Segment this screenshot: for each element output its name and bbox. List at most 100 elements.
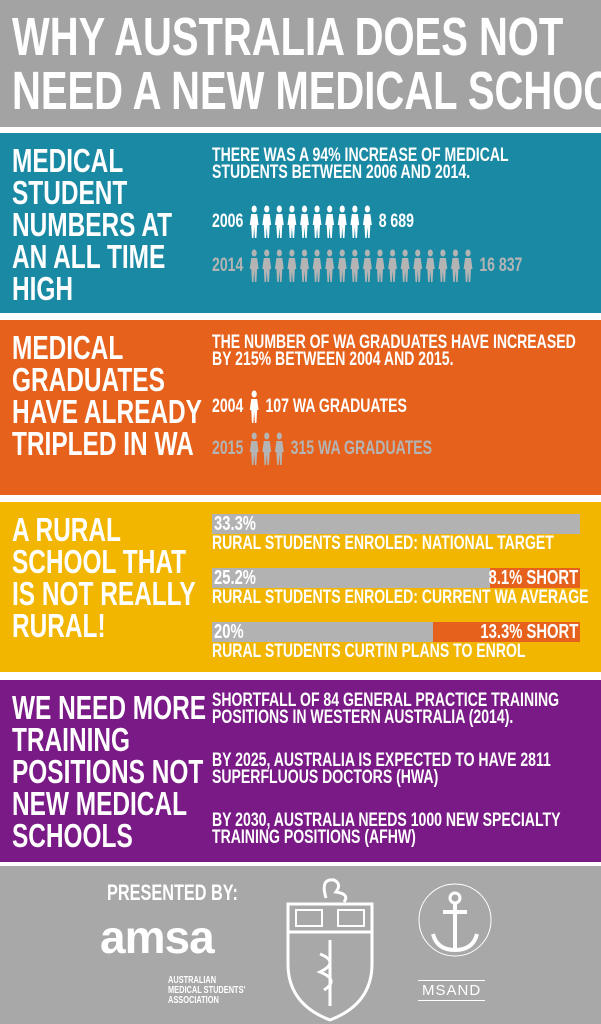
count: 315 WA GRADUATES xyxy=(290,438,433,459)
caption-line: MEDICAL STUDENTS' xyxy=(168,985,246,996)
short-label: 13.3% SHORT xyxy=(480,621,578,643)
footer: PRESENTED BY: amsa AUSTRALIAN MEDICAL ST… xyxy=(0,866,601,1024)
body xyxy=(338,214,347,238)
head xyxy=(339,249,346,257)
heading-line: POSITIONS NOT xyxy=(12,753,204,790)
head xyxy=(352,205,358,213)
body xyxy=(262,441,272,465)
person-icon xyxy=(375,249,385,282)
person-icon xyxy=(249,390,259,423)
heading-line: HIGH xyxy=(12,270,74,307)
person-icon xyxy=(325,249,335,282)
person-icon xyxy=(388,249,398,282)
person-icon xyxy=(451,249,461,282)
head xyxy=(365,249,371,257)
person-icon xyxy=(438,249,448,282)
heading-line: SCHOOL THAT xyxy=(12,543,187,580)
bar-short xyxy=(433,622,580,642)
person-icon xyxy=(249,432,259,465)
bar xyxy=(212,568,491,588)
heading-line: RURAL! xyxy=(12,607,106,644)
body xyxy=(275,258,284,282)
year: 2004 xyxy=(212,396,244,417)
person-icon xyxy=(350,249,360,282)
count: 107 WA GRADUATES xyxy=(265,396,407,417)
body xyxy=(287,214,297,238)
heading: WE NEED MORE TRAINING POSITIONS NOT NEW … xyxy=(12,689,207,854)
body xyxy=(426,258,435,282)
body xyxy=(312,258,322,282)
year: 2015 xyxy=(212,438,244,459)
value-label: 33.3% xyxy=(214,513,256,535)
logo-msand xyxy=(418,883,492,957)
head xyxy=(264,205,270,213)
body xyxy=(275,214,284,238)
person-icon xyxy=(262,432,272,465)
head xyxy=(365,205,371,213)
value-label: 25.2% xyxy=(214,567,256,589)
row: 2015 315 WA GRADUATES xyxy=(212,432,432,466)
people xyxy=(249,205,373,239)
body xyxy=(350,258,360,282)
person-icon xyxy=(413,249,423,282)
header: WHY AUSTRALIA DOES NOT NEED A NEW MEDICA… xyxy=(0,0,601,127)
bar-label: RURAL STUDENTS CURTIN PLANS TO ENROL xyxy=(212,641,526,662)
bars: 33.3% RURAL STUDENTS ENROLED: NATIONAL TA… xyxy=(212,513,589,664)
head xyxy=(251,432,257,440)
person-icon xyxy=(262,205,272,238)
logo-name: MSAND xyxy=(418,980,486,1001)
section-students: MEDICAL STUDENT NUMBERS AT AN ALL TIME H… xyxy=(0,133,601,313)
heading-line: IS NOT REALLY xyxy=(12,575,196,612)
heading-line: SCHOOLS xyxy=(12,817,133,854)
body xyxy=(275,441,284,465)
item: SHORTFALL OF 84 GENERAL PRACTICE TRAININ… xyxy=(212,690,560,728)
logo-amsa: amsa xyxy=(100,911,215,963)
body xyxy=(363,258,373,282)
people xyxy=(249,390,259,424)
head xyxy=(251,249,257,257)
head xyxy=(251,390,257,398)
head xyxy=(327,249,333,257)
title-line: NEED A NEW MEDICAL SCHOOL xyxy=(12,61,601,121)
person-icon xyxy=(300,249,310,282)
item: BY 2030, AUSTRALIA NEEDS 1000 NEW SPECIA… xyxy=(212,810,561,848)
head xyxy=(453,249,459,257)
person-icon xyxy=(312,205,322,238)
row: 2006 8 689 xyxy=(212,205,414,239)
title-line: WHY AUSTRALIA DOES NOT xyxy=(12,7,564,67)
person-icon xyxy=(463,249,473,282)
head xyxy=(276,432,283,440)
body xyxy=(413,258,423,282)
head xyxy=(352,249,358,257)
item: BY 2025, AUSTRALIA IS EXPECTED TO HAVE 2… xyxy=(212,750,551,788)
heading-line: WE NEED MORE xyxy=(12,689,207,726)
person-icon xyxy=(275,205,284,238)
person-icon xyxy=(363,249,373,282)
heading-line: STUDENT xyxy=(12,174,128,211)
head xyxy=(289,205,295,213)
head xyxy=(415,249,421,257)
heading-line: GRADUATES xyxy=(12,361,165,398)
body xyxy=(325,214,335,238)
head xyxy=(276,205,283,213)
title: WHY AUSTRALIA DOES NOT NEED A NEW MEDICA… xyxy=(12,10,601,118)
person-icon xyxy=(338,205,347,238)
heading-line: AN ALL TIME xyxy=(12,238,166,275)
heading-line: NUMBERS AT xyxy=(12,206,173,243)
person-icon xyxy=(287,205,297,238)
person-icon xyxy=(262,249,272,282)
caption-line: AUSTRALIAN xyxy=(168,975,217,986)
person-icon xyxy=(300,205,310,238)
body xyxy=(375,258,385,282)
body xyxy=(463,258,473,282)
body xyxy=(300,258,310,282)
person-icon xyxy=(338,249,347,282)
head xyxy=(465,249,471,257)
body xyxy=(262,258,272,282)
heading: MEDICAL GRADUATES HAVE ALREADY TRIPLED I… xyxy=(12,331,202,460)
person-icon xyxy=(275,249,284,282)
section-graduates: MEDICAL GRADUATES HAVE ALREADY TRIPLED I… xyxy=(0,320,601,495)
person-icon xyxy=(249,249,259,282)
heading-line: TRAINING xyxy=(12,721,131,758)
heading-line: NEW MEDICAL xyxy=(12,785,187,822)
